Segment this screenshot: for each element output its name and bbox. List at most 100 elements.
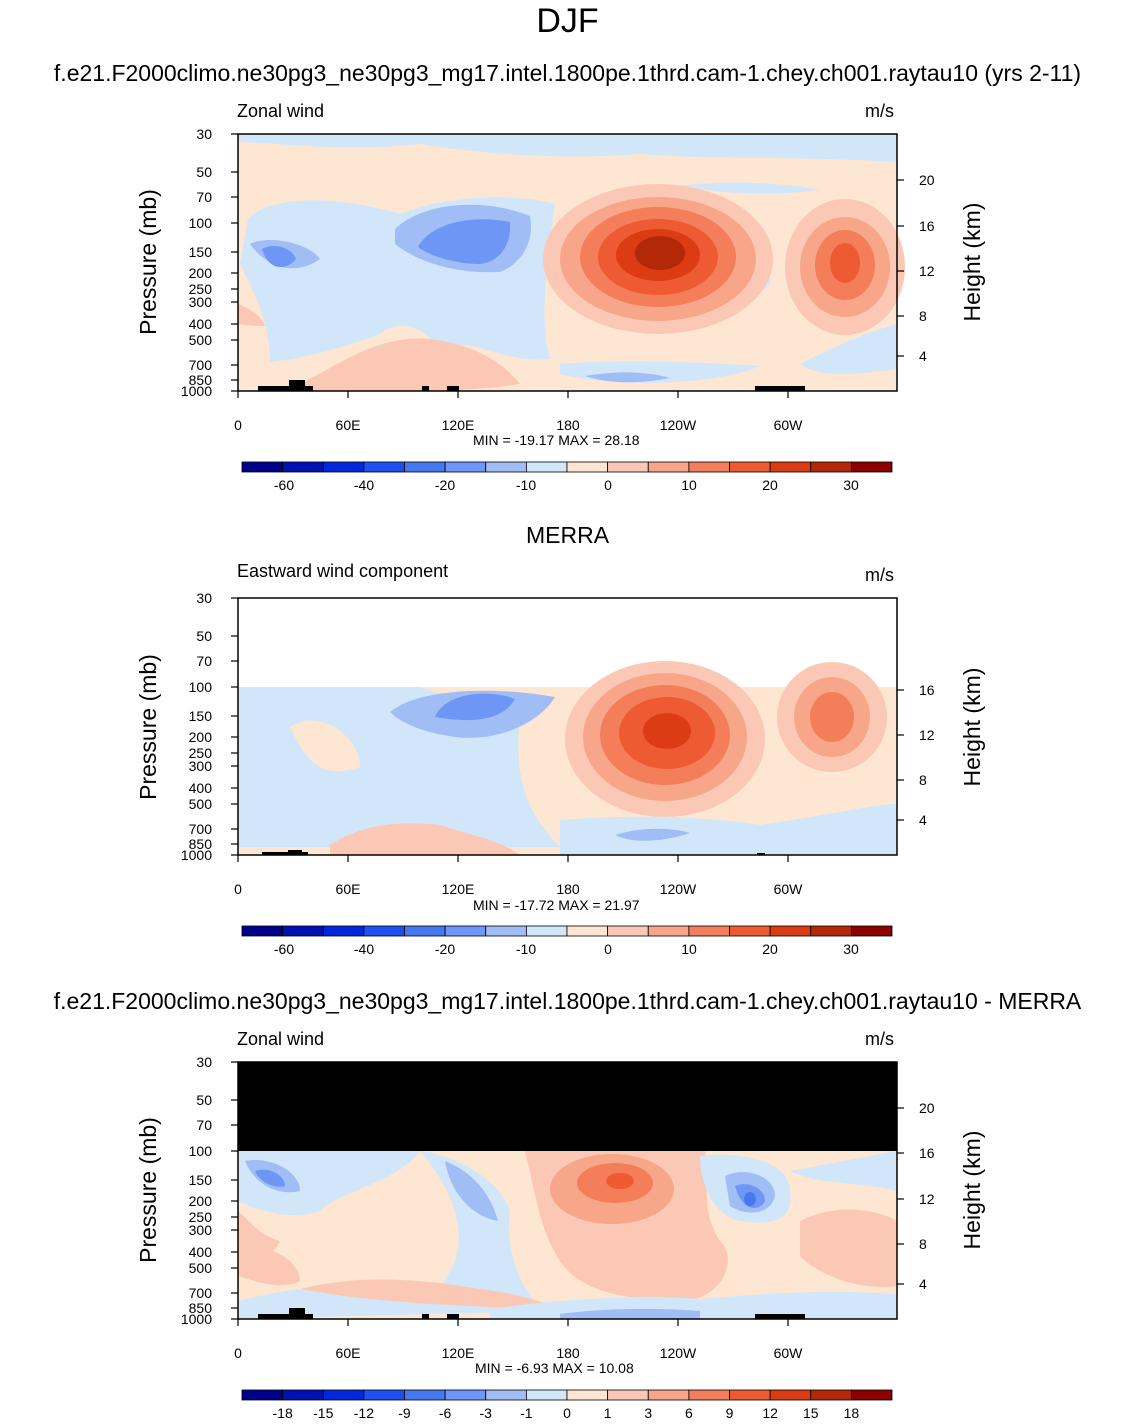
colorbar-swatch [729, 925, 771, 937]
panel2-units-label: m/s [865, 565, 894, 585]
colorbar-label: 30 [843, 941, 859, 957]
x-tick-label: 120E [442, 881, 475, 897]
panel2-variable-label: Eastward wind component [237, 561, 449, 581]
colorbar-swatch [566, 1389, 609, 1401]
y-tick-label: 70 [196, 1117, 212, 1133]
height-tick-label: 12 [919, 1191, 935, 1207]
y-tick-label: 250 [189, 1209, 213, 1225]
colorbar-swatch [769, 1389, 812, 1401]
panel2-min-max: MIN = -17.72 MAX = 21.97 [473, 897, 640, 913]
colorbar-swatch [688, 925, 730, 937]
topography [262, 852, 308, 855]
colorbar-swatch [322, 1389, 365, 1401]
x-tick-label: 120W [660, 881, 697, 897]
colorbar-label: -15 [313, 1405, 333, 1421]
shaded-region [615, 828, 690, 841]
y-tick-label: 30 [196, 590, 212, 606]
colorbar-swatch [647, 1389, 690, 1401]
y-tick-label: 250 [189, 281, 213, 297]
x-tick-label: 60E [336, 1345, 361, 1361]
height-tick-label: 4 [919, 812, 927, 828]
colorbar-swatch [363, 1389, 405, 1401]
colorbar-swatch [769, 461, 812, 473]
y-tick-label: 150 [189, 244, 213, 260]
colorbar-swatch [322, 925, 365, 937]
colorbar-swatch [688, 461, 730, 473]
x-tick-label: 60W [774, 1345, 804, 1361]
colorbar-swatch [566, 461, 609, 473]
colorbar-swatch [444, 461, 487, 473]
y-tick-label: 50 [196, 628, 212, 644]
colorbar-swatch [850, 461, 893, 473]
height-tick-label: 8 [919, 308, 927, 324]
colorbar-swatch [322, 461, 365, 473]
colorbar-label: 0 [604, 477, 612, 493]
colorbar-label: -6 [439, 1405, 452, 1421]
height-tick-label: 20 [919, 172, 935, 188]
colorbar-label: -12 [354, 1405, 374, 1421]
panel3-field [238, 1062, 897, 1319]
y-tick-label: 200 [189, 729, 213, 745]
colorbar-swatch [241, 925, 284, 937]
x-tick-label: 120W [660, 417, 697, 433]
panel3-variable-label: Zonal wind [237, 1029, 325, 1049]
colorbar-label: 9 [726, 1405, 734, 1421]
colorbar-label: 15 [803, 1405, 819, 1421]
y-tick-label: 700 [189, 357, 213, 373]
x-tick-label: 120E [442, 417, 475, 433]
shaded-region [585, 372, 670, 383]
y-tick-label: 30 [196, 1054, 212, 1070]
colorbar-swatch [404, 461, 446, 473]
colorbar-swatch [282, 925, 324, 937]
y-axis-title: Pressure (mb) [135, 654, 161, 800]
colorbar-label: -9 [398, 1405, 411, 1421]
x-tick-label: 0 [234, 1345, 242, 1361]
y-tick-label: 1000 [181, 847, 212, 863]
height-tick-label: 16 [919, 682, 935, 698]
shaded-region [800, 324, 897, 374]
colorbar-swatch [444, 925, 487, 937]
shaded-region [810, 692, 854, 742]
colorbar-swatch [810, 1389, 852, 1401]
y-tick-label: 400 [189, 316, 213, 332]
y-tick-label: 70 [196, 189, 212, 205]
colorbar-label: 30 [843, 477, 859, 493]
right-axis-title: Height (km) [959, 1131, 985, 1250]
colorbar-swatch [404, 1389, 446, 1401]
colorbar-label: 18 [844, 1405, 860, 1421]
topography [289, 380, 305, 391]
colorbar-swatch [566, 925, 609, 937]
colorbar-swatch [525, 925, 568, 937]
colorbar-label: -40 [354, 477, 374, 493]
topography [422, 386, 429, 391]
colorbar-label: -40 [354, 941, 374, 957]
y-tick-label: 850 [189, 836, 213, 852]
x-tick-label: 120W [660, 1345, 697, 1361]
topography [258, 386, 313, 391]
shaded-region [238, 304, 265, 326]
height-tick-label: 16 [919, 1145, 935, 1161]
colorbar-swatch [241, 461, 284, 473]
colorbar-swatch [525, 461, 568, 473]
season-title: DJF [536, 2, 599, 40]
colorbar-swatch [363, 461, 405, 473]
right-axis-title: Height (km) [959, 203, 985, 322]
shaded-region [606, 1173, 634, 1189]
panel3-units-label: m/s [865, 1029, 894, 1049]
y-tick-label: 100 [189, 1143, 213, 1159]
colorbar-swatch [485, 461, 527, 473]
colorbar-swatch [404, 925, 446, 937]
panel2-field [238, 687, 897, 855]
topography [447, 386, 459, 391]
x-tick-label: 0 [234, 881, 242, 897]
y-tick-label: 250 [189, 745, 213, 761]
x-tick-label: 60W [774, 417, 804, 433]
colorbar-label: -18 [273, 1405, 293, 1421]
shaded-region [435, 693, 515, 721]
colorbar-label: -1 [520, 1405, 533, 1421]
colorbar-label: 20 [762, 477, 778, 493]
colorbar-swatch [850, 925, 893, 937]
colorbar-swatch [647, 461, 690, 473]
height-tick-label: 4 [919, 348, 927, 364]
